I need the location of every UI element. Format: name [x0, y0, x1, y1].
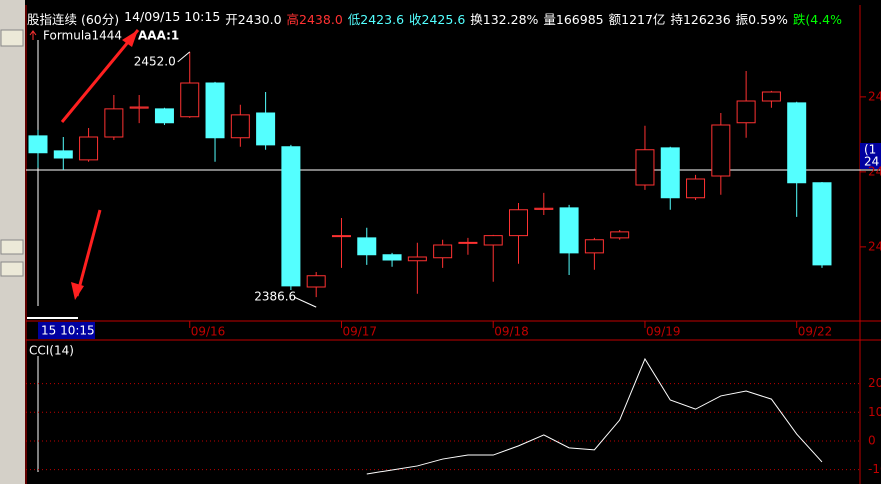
formula-name: Formula1444 [43, 29, 122, 43]
y-tick-label: 200 [868, 376, 881, 390]
cci-title: CCI(14) [29, 344, 74, 358]
candle-body [331, 235, 351, 238]
candle-body [458, 241, 478, 244]
candle-body [433, 244, 453, 259]
candle-body [53, 150, 73, 159]
high-label: 2452.0 [134, 54, 176, 68]
candle-body [104, 108, 124, 138]
y-tick-label: -100 [868, 462, 881, 476]
candle-body [711, 124, 731, 177]
candle-body [686, 178, 706, 199]
candle-body [154, 108, 174, 124]
candle-body [28, 135, 48, 154]
formula-value: AAA:1 [138, 29, 179, 43]
crosshair-label: (1 [864, 143, 876, 157]
scroll-button[interactable] [0, 261, 24, 277]
crosshair-label: 24 [864, 155, 879, 169]
y-tick-label: 100 [868, 405, 881, 419]
candle-body [357, 237, 377, 256]
cursor-box [38, 322, 95, 339]
candle-body [635, 149, 655, 186]
arrow-head [122, 30, 138, 47]
x-tick-label: 09/22 [798, 325, 833, 339]
header-item: 低2423.6 [347, 12, 405, 27]
candle-body [483, 235, 503, 246]
candle-body [584, 239, 604, 254]
cci-line [366, 357, 823, 475]
header-item: 换132.28% [470, 12, 539, 27]
candle-body [205, 82, 225, 139]
candle-body [382, 254, 402, 261]
candle-body [180, 82, 200, 118]
candle-body [534, 207, 554, 210]
candle-body [660, 147, 680, 199]
candle-body [812, 182, 832, 266]
x-tick-label: 09/17 [342, 325, 377, 339]
low-label: 2386.6 [254, 290, 296, 304]
candle-body [256, 112, 276, 146]
header-item: 跌(4.4% [792, 12, 843, 27]
header-item: 量166985 [543, 12, 604, 27]
cursor-x-label: 15 10:15 [41, 324, 95, 338]
header-item: 收2425.6 [409, 12, 466, 27]
header-item: 高2438.0 [286, 12, 343, 27]
candle-body [736, 100, 756, 124]
formula-icon [29, 30, 37, 40]
candle-body [79, 136, 99, 161]
candle-body [230, 114, 250, 139]
header-item: 14/09/15 10:15 [124, 9, 221, 24]
candle-body [281, 146, 301, 287]
scroll-button[interactable] [0, 239, 24, 255]
annotation-line [293, 296, 317, 308]
candle-body [761, 91, 781, 102]
x-tick-label: 09/19 [646, 325, 681, 339]
candle-body [407, 256, 427, 262]
arrow [60, 29, 140, 123]
candle-body [129, 106, 149, 109]
x-tick-label: 09/18 [494, 325, 529, 339]
header-item: 开2430.0 [225, 12, 282, 27]
candle-body [509, 209, 529, 237]
candle-body [610, 231, 630, 239]
x-tick-label: 09/16 [191, 325, 226, 339]
candle-body [306, 275, 326, 288]
cursor-box [860, 143, 881, 169]
arrow [75, 209, 102, 297]
y-tick-label: 2440 [868, 89, 881, 103]
candle-body [559, 207, 579, 254]
header-item: 额1217亿 [608, 12, 666, 27]
arrow-head [71, 282, 84, 300]
y-tick-label: 0 [868, 433, 876, 447]
annotation-line [177, 51, 191, 63]
candle-body [787, 102, 807, 184]
quote-header: 股指连续 (60分) 14/09/15 10:15 开2430.0 高2438.0 低2… [27, 9, 859, 27]
y-tick-label: 2400 [868, 239, 881, 253]
header-item: 股指连续 (60分) [27, 12, 120, 27]
header-item: 振0.59% [735, 12, 788, 27]
header-item: 持126236 [670, 12, 731, 27]
scroll-button[interactable] [0, 29, 24, 47]
